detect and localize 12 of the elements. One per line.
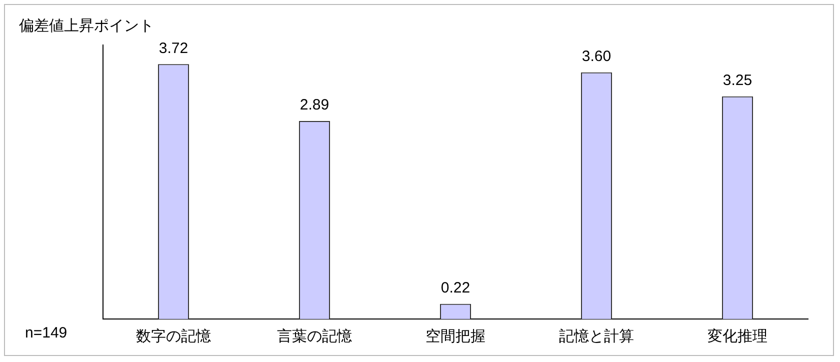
data-label: 0.22 — [440, 280, 470, 297]
x-tick-label: 変化推理 — [708, 328, 768, 346]
x-tick-label: 数字の記憶 — [136, 328, 211, 346]
y-axis-title: 偏差値上昇ポイント — [19, 18, 154, 35]
x-tick-label: 言葉の記憶 — [277, 328, 352, 346]
x-tick-label: 記憶と計算 — [559, 328, 634, 346]
x-tick-label: 空間把握 — [426, 328, 486, 346]
data-label: 2.89 — [300, 96, 330, 114]
data-label: 3.60 — [582, 48, 612, 66]
text: n=149 — [25, 324, 68, 342]
data-label: 3.72 — [158, 40, 188, 57]
data-label: 3.25 — [722, 72, 752, 90]
